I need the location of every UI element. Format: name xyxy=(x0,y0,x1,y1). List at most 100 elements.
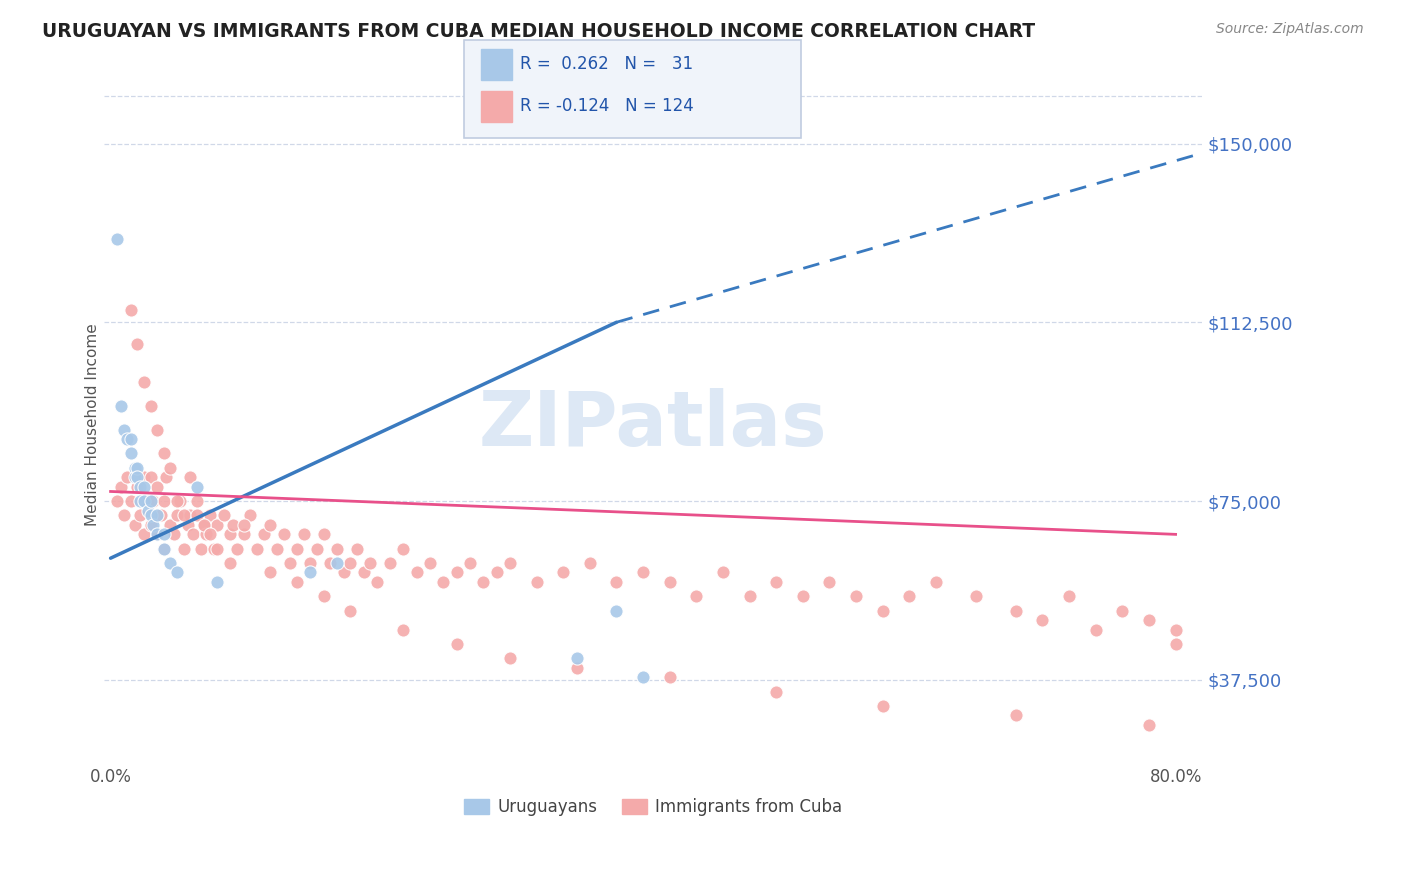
Point xyxy=(1031,613,1053,627)
Point xyxy=(326,556,349,570)
Point xyxy=(898,590,921,604)
Point xyxy=(319,556,342,570)
Point xyxy=(159,517,181,532)
Point xyxy=(139,399,162,413)
Point xyxy=(299,566,322,580)
Point xyxy=(150,508,173,523)
Point xyxy=(339,604,361,618)
Point xyxy=(432,574,454,589)
Point xyxy=(1111,604,1133,618)
Point xyxy=(186,494,208,508)
Point xyxy=(845,590,868,604)
Text: URUGUAYAN VS IMMIGRANTS FROM CUBA MEDIAN HOUSEHOLD INCOME CORRELATION CHART: URUGUAYAN VS IMMIGRANTS FROM CUBA MEDIAN… xyxy=(42,22,1035,41)
Point xyxy=(190,541,212,556)
Point xyxy=(115,470,138,484)
Point xyxy=(105,494,128,508)
Point xyxy=(153,541,176,556)
Point xyxy=(631,670,654,684)
Point xyxy=(153,527,176,541)
Point xyxy=(179,470,201,484)
Point xyxy=(105,232,128,246)
Point xyxy=(872,604,894,618)
Point xyxy=(132,494,155,508)
Point xyxy=(139,470,162,484)
Point xyxy=(195,527,218,541)
Text: R = -0.124   N = 124: R = -0.124 N = 124 xyxy=(520,97,695,115)
Point xyxy=(226,541,249,556)
Point xyxy=(312,590,335,604)
Point xyxy=(366,574,388,589)
Point xyxy=(1005,708,1028,723)
Point xyxy=(458,556,481,570)
Point xyxy=(222,517,245,532)
Point xyxy=(136,494,159,508)
Point xyxy=(124,460,146,475)
Point xyxy=(169,494,191,508)
Point xyxy=(326,541,349,556)
Point xyxy=(202,541,225,556)
Point xyxy=(115,432,138,446)
Point xyxy=(159,460,181,475)
Point xyxy=(711,566,734,580)
Point xyxy=(128,480,150,494)
Point xyxy=(146,480,169,494)
Point xyxy=(605,604,627,618)
Point xyxy=(553,566,575,580)
Point xyxy=(146,527,169,541)
Point xyxy=(136,503,159,517)
Point xyxy=(579,556,602,570)
Point xyxy=(266,541,288,556)
Point xyxy=(765,684,787,698)
Text: R =  0.262   N =   31: R = 0.262 N = 31 xyxy=(520,55,693,73)
Point xyxy=(332,566,354,580)
Point xyxy=(339,556,361,570)
Point xyxy=(565,661,588,675)
Point xyxy=(1137,718,1160,732)
Point xyxy=(346,541,368,556)
Point xyxy=(173,508,195,523)
Point xyxy=(127,336,149,351)
Point xyxy=(110,399,132,413)
Point xyxy=(153,494,176,508)
Point xyxy=(499,651,522,665)
Point xyxy=(219,556,242,570)
Point xyxy=(155,470,177,484)
Point xyxy=(179,508,201,523)
Point xyxy=(925,574,948,589)
Point xyxy=(526,574,548,589)
Point xyxy=(1057,590,1080,604)
Point xyxy=(120,494,142,508)
Point xyxy=(246,541,269,556)
Point xyxy=(965,590,987,604)
Point xyxy=(142,517,165,532)
Point xyxy=(146,423,169,437)
Point xyxy=(128,494,150,508)
Point xyxy=(186,480,208,494)
Point xyxy=(173,541,195,556)
Point xyxy=(378,556,401,570)
Legend: Uruguayans, Immigrants from Cuba: Uruguayans, Immigrants from Cuba xyxy=(457,791,849,822)
Point xyxy=(132,527,155,541)
Point xyxy=(139,494,162,508)
Point xyxy=(139,508,162,523)
Point xyxy=(166,508,188,523)
Point xyxy=(159,556,181,570)
Point xyxy=(392,541,415,556)
Point xyxy=(685,590,707,604)
Point xyxy=(186,508,208,523)
Point xyxy=(153,446,176,460)
Point xyxy=(273,527,295,541)
Point xyxy=(177,517,200,532)
Point xyxy=(232,527,254,541)
Point xyxy=(219,527,242,541)
Point xyxy=(792,590,814,604)
Point xyxy=(239,508,262,523)
Point xyxy=(193,517,215,532)
Point xyxy=(658,574,681,589)
Point xyxy=(285,574,308,589)
Point xyxy=(124,470,146,484)
Point xyxy=(1084,623,1107,637)
Point xyxy=(312,527,335,541)
Point xyxy=(120,432,142,446)
Point xyxy=(392,623,415,637)
